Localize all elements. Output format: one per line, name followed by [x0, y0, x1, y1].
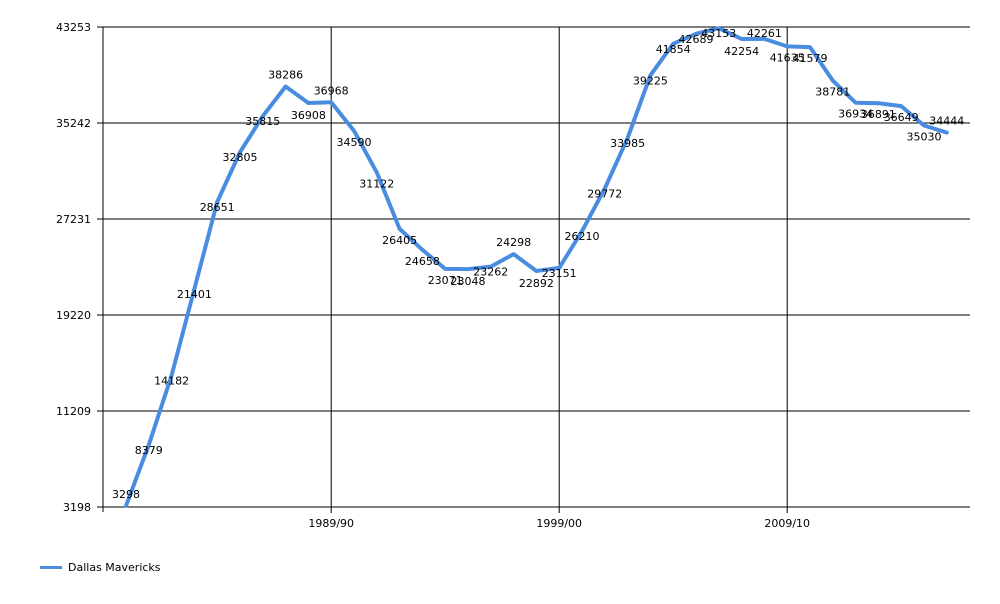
data-label: 24298 [496, 236, 531, 249]
x-tick-label: 1989/90 [308, 517, 354, 530]
data-label: 41854 [656, 43, 691, 56]
y-axis-ticks: 43253 35242 27231 19220 11209 3198 [56, 21, 91, 514]
data-label: 32805 [223, 151, 258, 164]
data-label: 26210 [565, 230, 600, 243]
data-label: 36891 [861, 108, 896, 121]
data-label: 43153 [701, 27, 736, 40]
y-tick-label: 3198 [63, 501, 91, 514]
data-label: 41579 [793, 52, 828, 65]
legend-swatch [40, 566, 62, 569]
data-label: 23071 [428, 274, 463, 287]
data-label: 33985 [610, 137, 645, 150]
data-label: 26405 [382, 234, 417, 247]
data-label: 8379 [135, 444, 163, 457]
data-label: 38286 [268, 69, 303, 82]
y-tick-label: 27231 [56, 213, 91, 226]
data-label: 24658 [405, 255, 440, 268]
data-label: 34444 [929, 115, 964, 128]
data-label: 34590 [337, 136, 372, 149]
data-label: 36649 [884, 111, 919, 124]
x-tick-label: 1999/00 [536, 517, 582, 530]
data-label: 42254 [724, 45, 759, 58]
data-label: 23048 [451, 275, 486, 288]
data-label: 14182 [154, 374, 189, 387]
y-tick-label: 11209 [56, 405, 91, 418]
data-label: 36908 [291, 109, 326, 122]
data-label: 21401 [177, 288, 212, 301]
data-label: 31122 [359, 177, 394, 190]
data-label: 36934 [838, 108, 873, 121]
data-label: 35815 [245, 115, 280, 128]
gridlines [97, 26, 970, 513]
data-label: 41635 [770, 51, 805, 64]
data-label: 42261 [747, 27, 782, 40]
data-label: 29772 [587, 188, 622, 201]
series-group [124, 26, 949, 508]
data-label: 23262 [473, 266, 508, 279]
data-label: 38781 [815, 86, 850, 99]
data-label: 35030 [907, 131, 942, 144]
data-label: 22892 [519, 277, 554, 290]
data-label: 28651 [200, 201, 235, 214]
data-label: 39225 [633, 74, 668, 87]
data-label: 36968 [314, 84, 349, 97]
y-tick-label: 43253 [56, 21, 91, 34]
y-tick-label: 19220 [56, 309, 91, 322]
legend-label: Dallas Mavericks [68, 561, 161, 574]
data-label: 23151 [542, 267, 577, 280]
legend: Dallas Mavericks [40, 561, 161, 574]
data-label: 42689 [679, 33, 714, 46]
data-label: 3298 [112, 488, 140, 501]
series-line [124, 26, 949, 508]
x-tick-label: 2009/10 [764, 517, 810, 530]
data-labels: 3298 8379 14182 21401 28651 32805 35815 38286 36… [112, 27, 964, 501]
x-axis-ticks: 1989/90 1999/00 2009/10 [308, 517, 810, 530]
y-tick-label: 35242 [56, 117, 91, 130]
